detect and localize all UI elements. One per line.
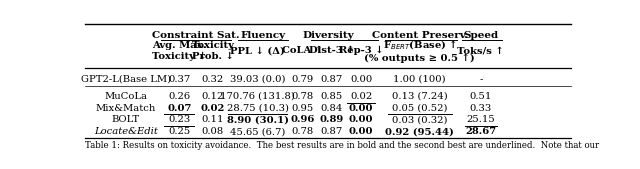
Text: 28.67: 28.67	[465, 127, 497, 136]
Text: 0.51: 0.51	[470, 92, 492, 101]
Text: Fluency: Fluency	[241, 31, 286, 40]
Text: 0.12: 0.12	[202, 92, 224, 101]
Text: 0.00: 0.00	[350, 75, 372, 84]
Text: 0.87: 0.87	[321, 75, 343, 84]
Text: Avg. Max.
Toxicity ↓: Avg. Max. Toxicity ↓	[152, 41, 207, 61]
Text: 0.07: 0.07	[167, 104, 191, 113]
Text: 0.95: 0.95	[291, 104, 314, 113]
Text: 0.37: 0.37	[168, 75, 190, 84]
Text: 8.90 (30.1): 8.90 (30.1)	[227, 115, 289, 124]
Text: 0.78: 0.78	[291, 92, 314, 101]
Text: CoLA ↑: CoLA ↑	[282, 46, 323, 55]
Text: BOLT: BOLT	[111, 115, 140, 124]
Text: Constraint Sat.: Constraint Sat.	[152, 31, 240, 40]
Text: Toks/s ↑: Toks/s ↑	[458, 46, 504, 55]
Text: GPT2-L(Base LM): GPT2-L(Base LM)	[81, 75, 171, 84]
Text: Diversity: Diversity	[302, 31, 354, 40]
Text: PPL ↓ (Δ): PPL ↓ (Δ)	[230, 46, 285, 55]
Text: 0.79: 0.79	[291, 75, 314, 84]
Text: 0.11: 0.11	[202, 115, 224, 124]
Text: 0.96: 0.96	[290, 115, 314, 124]
Text: 0.85: 0.85	[321, 92, 343, 101]
Text: 0.00: 0.00	[349, 104, 374, 113]
Text: 0.32: 0.32	[202, 75, 224, 84]
Text: 0.00: 0.00	[349, 127, 374, 136]
Text: Locate&Edit: Locate&Edit	[93, 127, 157, 136]
Text: 1.00 (100): 1.00 (100)	[394, 75, 446, 84]
Text: 0.84: 0.84	[321, 104, 343, 113]
Text: 0.05 (0.52): 0.05 (0.52)	[392, 104, 447, 113]
Text: MuCoLa: MuCoLa	[104, 92, 147, 101]
Text: 0.33: 0.33	[470, 104, 492, 113]
Text: 0.26: 0.26	[168, 92, 190, 101]
Text: 0.92 (95.44): 0.92 (95.44)	[385, 127, 454, 136]
Text: Rep-3 ↓: Rep-3 ↓	[339, 46, 383, 55]
Text: 0.23: 0.23	[168, 115, 190, 124]
Text: Speed: Speed	[463, 31, 499, 40]
Text: 0.13 (7.24): 0.13 (7.24)	[392, 92, 447, 101]
Text: 0.87: 0.87	[321, 127, 343, 136]
Text: Table 1: Results on toxicity avoidance.  The best results are in bold and the se: Table 1: Results on toxicity avoidance. …	[85, 141, 599, 150]
Text: 0.08: 0.08	[202, 127, 224, 136]
Text: Toxicity
Prob. ↓: Toxicity Prob. ↓	[191, 41, 234, 61]
Text: 0.03 (0.32): 0.03 (0.32)	[392, 115, 447, 124]
Text: 39.03 (0.0): 39.03 (0.0)	[230, 75, 285, 84]
Text: Content Preserv.: Content Preserv.	[371, 31, 468, 40]
Text: 0.02: 0.02	[350, 92, 372, 101]
Text: 25.15: 25.15	[467, 115, 495, 124]
Text: 0.00: 0.00	[349, 115, 374, 124]
Text: 45.65 (6.7): 45.65 (6.7)	[230, 127, 285, 136]
Text: 170.76 (131.8): 170.76 (131.8)	[220, 92, 295, 101]
Text: Dist-3 ↑: Dist-3 ↑	[309, 46, 355, 55]
Text: -: -	[479, 75, 483, 84]
Text: 0.78: 0.78	[291, 127, 314, 136]
Text: 28.75 (10.3): 28.75 (10.3)	[227, 104, 289, 113]
Text: F$_{BERT}$(Base) ↑
(% outputs ≥ 0.5 ↑): F$_{BERT}$(Base) ↑ (% outputs ≥ 0.5 ↑)	[364, 39, 475, 63]
Text: 0.25: 0.25	[168, 127, 190, 136]
Text: Mix&Match: Mix&Match	[95, 104, 156, 113]
Text: 0.89: 0.89	[320, 115, 344, 124]
Text: 0.02: 0.02	[201, 104, 225, 113]
